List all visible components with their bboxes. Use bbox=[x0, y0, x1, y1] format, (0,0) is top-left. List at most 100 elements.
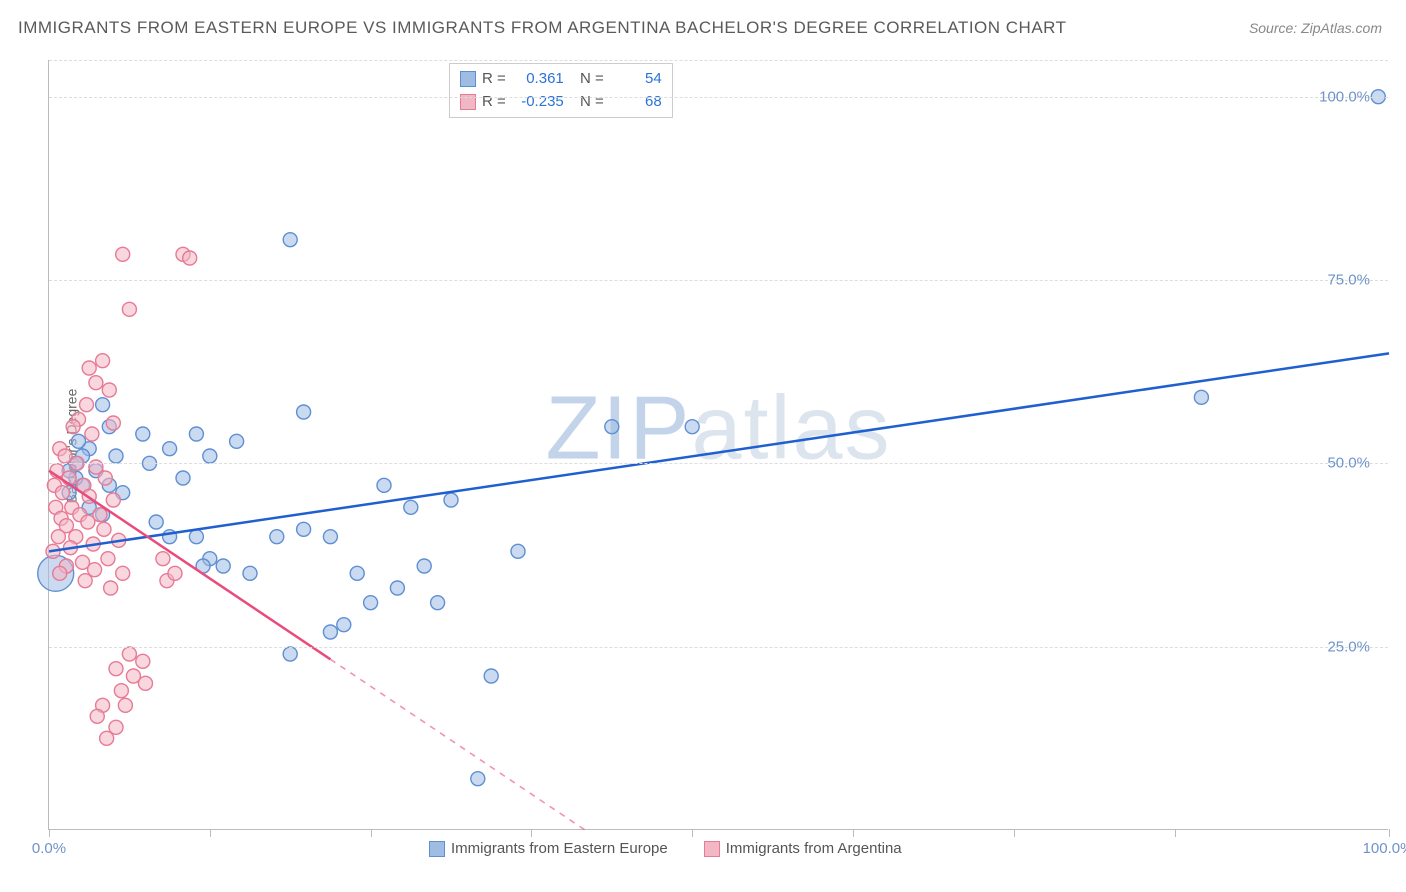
gridline bbox=[49, 60, 1388, 61]
data-point bbox=[156, 552, 170, 566]
xtick bbox=[531, 829, 532, 837]
data-point bbox=[230, 434, 244, 448]
xtick bbox=[1389, 829, 1390, 837]
data-point bbox=[183, 251, 197, 265]
data-point bbox=[189, 427, 203, 441]
xtick bbox=[692, 829, 693, 837]
ytick-label: 75.0% bbox=[1327, 272, 1370, 289]
legend-item-0: Immigrants from Eastern Europe bbox=[429, 840, 668, 857]
data-point bbox=[118, 698, 132, 712]
legend-item-1: Immigrants from Argentina bbox=[704, 840, 902, 857]
data-point bbox=[404, 500, 418, 514]
plot-svg bbox=[49, 60, 1388, 829]
swatch-series-0 bbox=[460, 71, 476, 87]
legend-label-1: Immigrants from Argentina bbox=[726, 840, 902, 857]
data-point bbox=[297, 522, 311, 536]
data-point bbox=[106, 416, 120, 430]
data-point bbox=[337, 618, 351, 632]
data-point bbox=[100, 731, 114, 745]
trend-line bbox=[49, 353, 1389, 551]
data-point bbox=[106, 493, 120, 507]
data-point bbox=[53, 566, 67, 580]
legend-swatch-1 bbox=[704, 841, 720, 857]
source-attribution: Source: ZipAtlas.com bbox=[1249, 20, 1382, 36]
data-point bbox=[685, 420, 699, 434]
data-point bbox=[390, 581, 404, 595]
ytick-label: 25.0% bbox=[1327, 638, 1370, 655]
data-point bbox=[1194, 390, 1208, 404]
data-point bbox=[71, 434, 85, 448]
data-point bbox=[431, 596, 445, 610]
data-point bbox=[149, 515, 163, 529]
data-point bbox=[323, 530, 337, 544]
data-point bbox=[163, 442, 177, 456]
data-point bbox=[104, 581, 118, 595]
ytick-label: 100.0% bbox=[1319, 88, 1370, 105]
bottom-legend: Immigrants from Eastern Europe Immigrant… bbox=[429, 840, 902, 857]
xtick bbox=[1175, 829, 1176, 837]
data-point bbox=[216, 559, 230, 573]
gridline bbox=[49, 97, 1388, 98]
data-point bbox=[51, 530, 65, 544]
data-point bbox=[283, 647, 297, 661]
gridline bbox=[49, 463, 1388, 464]
data-point bbox=[168, 566, 182, 580]
data-point bbox=[96, 398, 110, 412]
data-point bbox=[138, 676, 152, 690]
data-point bbox=[364, 596, 378, 610]
data-point bbox=[323, 625, 337, 639]
data-point bbox=[82, 361, 96, 375]
data-point bbox=[270, 530, 284, 544]
data-point bbox=[122, 302, 136, 316]
legend-label-0: Immigrants from Eastern Europe bbox=[451, 840, 668, 857]
stat-row-series-0: R = 0.361 N = 54 bbox=[460, 68, 662, 91]
data-point bbox=[116, 247, 130, 261]
data-point bbox=[243, 566, 257, 580]
data-point bbox=[377, 478, 391, 492]
data-point bbox=[203, 449, 217, 463]
data-point bbox=[97, 522, 111, 536]
data-point bbox=[471, 772, 485, 786]
n-value-0: 54 bbox=[610, 68, 662, 91]
xtick-label-end: 100.0% bbox=[1363, 840, 1406, 857]
xtick bbox=[853, 829, 854, 837]
data-point bbox=[80, 398, 94, 412]
data-point bbox=[90, 709, 104, 723]
legend-swatch-0 bbox=[429, 841, 445, 857]
ytick-label: 50.0% bbox=[1327, 455, 1370, 472]
data-point bbox=[122, 647, 136, 661]
data-point bbox=[417, 559, 431, 573]
n-label: N = bbox=[580, 91, 604, 114]
data-point bbox=[102, 383, 116, 397]
xtick bbox=[49, 829, 50, 837]
xtick bbox=[210, 829, 211, 837]
data-point bbox=[511, 544, 525, 558]
chart-title: IMMIGRANTS FROM EASTERN EUROPE VS IMMIGR… bbox=[18, 18, 1067, 38]
data-point bbox=[81, 515, 95, 529]
data-point bbox=[96, 354, 110, 368]
data-point bbox=[605, 420, 619, 434]
data-point bbox=[444, 493, 458, 507]
gridline bbox=[49, 647, 1388, 648]
stat-box: R = 0.361 N = 54 R = -0.235 N = 68 bbox=[449, 63, 673, 118]
data-point bbox=[98, 471, 112, 485]
data-point bbox=[101, 552, 115, 566]
data-point bbox=[350, 566, 364, 580]
data-point bbox=[176, 471, 190, 485]
data-point bbox=[66, 420, 80, 434]
xtick bbox=[1014, 829, 1015, 837]
trend-line-dashed bbox=[330, 659, 585, 830]
data-point bbox=[109, 449, 123, 463]
data-point bbox=[283, 233, 297, 247]
r-label: R = bbox=[482, 68, 506, 91]
data-point bbox=[89, 376, 103, 390]
data-point bbox=[55, 486, 69, 500]
data-point bbox=[116, 566, 130, 580]
r-value-1: -0.235 bbox=[512, 91, 564, 114]
r-value-0: 0.361 bbox=[512, 68, 564, 91]
gridline bbox=[49, 280, 1388, 281]
data-point bbox=[136, 427, 150, 441]
data-point bbox=[136, 654, 150, 668]
n-value-1: 68 bbox=[610, 91, 662, 114]
n-label: N = bbox=[580, 68, 604, 91]
